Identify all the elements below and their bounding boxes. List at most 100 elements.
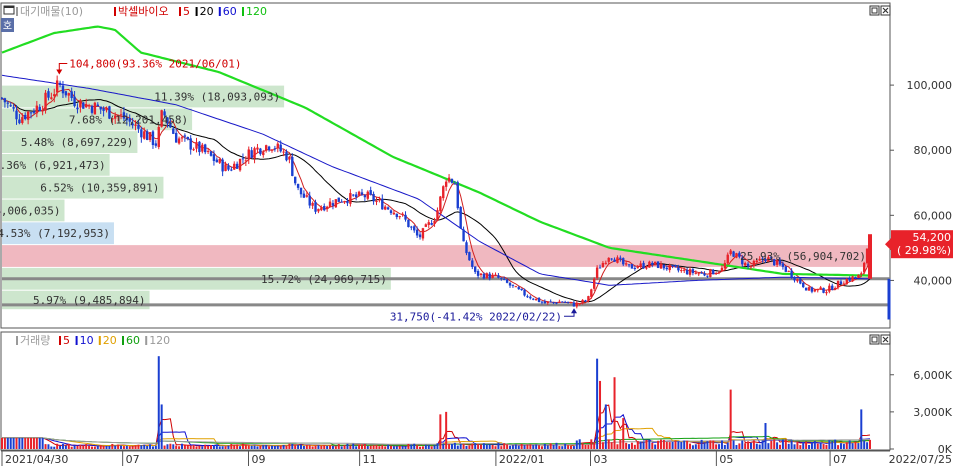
volume-bar — [285, 445, 288, 449]
panel-corner-icon[interactable] — [3, 5, 15, 15]
candle-body — [587, 296, 590, 301]
candlestick — [804, 287, 808, 291]
annotation-arrow-head — [571, 308, 578, 314]
date-axis-label: 03 — [594, 453, 608, 466]
price-window-buttons[interactable] — [869, 5, 891, 16]
candlestick — [256, 143, 259, 154]
maximize-icon[interactable] — [869, 5, 880, 16]
volume-bar — [398, 445, 401, 449]
candle-body — [421, 228, 425, 239]
candlestick — [413, 224, 416, 233]
candle-body — [590, 289, 593, 297]
candle-body — [276, 143, 279, 149]
candlestick — [683, 267, 686, 274]
candle-body — [296, 183, 300, 188]
candlestick — [752, 259, 756, 268]
candle-body — [444, 181, 448, 187]
candle-body — [860, 273, 863, 275]
candlestick — [247, 146, 250, 164]
candlestick — [563, 300, 567, 303]
volume-bar — [262, 445, 265, 449]
candle-body — [653, 261, 657, 265]
volume-bar — [697, 444, 700, 449]
legend-marker — [145, 336, 148, 345]
candlestick — [259, 147, 262, 156]
candlestick — [572, 301, 576, 307]
candlestick — [534, 298, 538, 301]
candlestick — [349, 189, 352, 207]
volume-bar — [244, 444, 247, 449]
candle-body — [854, 276, 857, 278]
volume-bar — [540, 446, 543, 449]
volume-bar — [860, 409, 863, 449]
candle-body — [636, 267, 639, 269]
candle-body — [413, 226, 416, 231]
candlestick — [407, 219, 410, 228]
volume-bar — [842, 444, 845, 449]
volume-profile-bar — [2, 131, 138, 153]
maximize-icon[interactable] — [869, 334, 880, 345]
volume-bar — [349, 445, 352, 449]
volume-bar — [250, 445, 253, 449]
volume-profile-label: 15.72% (24,969,715) — [261, 273, 387, 286]
volume-bar — [317, 445, 320, 449]
candlestick — [529, 295, 532, 300]
volume-bar — [773, 439, 776, 449]
candle-body — [230, 169, 233, 171]
volume-bar — [111, 443, 114, 449]
candlestick — [659, 261, 663, 269]
candle-body — [427, 222, 430, 225]
candlestick — [87, 103, 91, 109]
candle-body — [209, 151, 213, 156]
volume-bar — [848, 440, 851, 449]
legend-item: 120 — [149, 334, 170, 347]
candlestick — [526, 294, 529, 298]
candlestick — [3, 97, 7, 108]
volume-bar — [770, 440, 773, 449]
volume-bar — [735, 445, 738, 449]
candle-body — [177, 138, 181, 144]
volume-window-buttons[interactable] — [869, 334, 891, 345]
volume-bar — [691, 445, 694, 449]
candle-body — [189, 138, 192, 150]
candle-body — [50, 97, 53, 99]
volume-bar — [59, 445, 62, 449]
price-legend: 대기매물(10) 박셀바이오 5 20 60 120 — [16, 5, 267, 18]
candle-body — [0, 97, 4, 99]
volume-bar — [474, 443, 477, 449]
candlestick — [241, 153, 245, 164]
volume-bar — [709, 440, 712, 449]
candlestick — [749, 264, 753, 270]
candlestick — [174, 128, 178, 143]
candle-body — [235, 163, 239, 169]
volume-bar — [416, 445, 419, 449]
volume-bar — [410, 444, 413, 449]
volume-profile-bar — [2, 85, 285, 108]
candlestick — [250, 147, 253, 159]
volume-bar — [567, 445, 570, 449]
candlestick — [169, 117, 172, 128]
candle-body — [308, 195, 311, 206]
volume-bar — [837, 445, 840, 449]
candlestick — [288, 155, 291, 164]
volume-bar — [613, 377, 616, 449]
candle-body — [47, 91, 50, 98]
candlestick — [833, 286, 837, 290]
candlestick — [604, 260, 608, 265]
volume-bar — [166, 444, 169, 449]
candle-body — [848, 278, 851, 281]
candle-body — [302, 193, 306, 198]
candlestick — [18, 113, 21, 125]
candlestick — [459, 206, 462, 229]
volume-bar — [18, 437, 21, 449]
volume-bar — [340, 446, 343, 449]
current-price-box — [891, 230, 953, 259]
volume-bar — [689, 443, 692, 449]
candlestick — [352, 194, 355, 197]
volume-bar — [517, 445, 520, 449]
volume-bar — [44, 444, 47, 449]
candle-body — [183, 135, 187, 137]
volume-bar — [241, 443, 244, 449]
volume-bar — [593, 442, 596, 449]
candlestick — [732, 250, 735, 257]
